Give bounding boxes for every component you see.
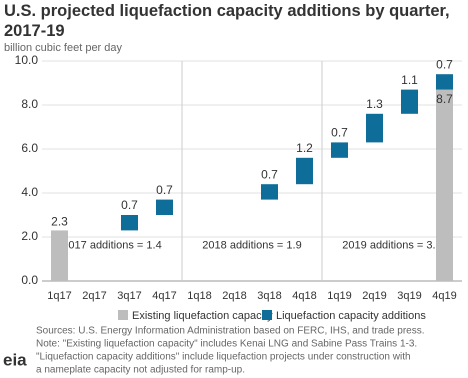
subtitle: billion cubic feet per day bbox=[4, 42, 123, 54]
bar bbox=[401, 89, 418, 114]
chart-title: U.S. projected liquefaction capacity add… bbox=[4, 2, 450, 40]
bar bbox=[436, 89, 453, 281]
data-label: 0.7 bbox=[331, 126, 348, 140]
data-label: 1.2 bbox=[296, 141, 313, 155]
x-tick-label: 3q18 bbox=[257, 290, 281, 302]
x-tick-label: 4q18 bbox=[292, 290, 316, 302]
logo: eia bbox=[3, 350, 27, 369]
annotation: 2017 additions = 1.4 bbox=[62, 240, 161, 252]
y-tick-label: 6.0 bbox=[21, 141, 38, 155]
bar bbox=[331, 142, 348, 158]
x-tick-label: 2q17 bbox=[82, 290, 106, 302]
source-note: "Liquefaction capacity additions" includ… bbox=[36, 352, 411, 363]
y-tick-label: 8.0 bbox=[21, 97, 38, 111]
source-note: a nameplate capacity not adjusted for ra… bbox=[36, 365, 245, 376]
x-tick-label: 2q18 bbox=[222, 290, 246, 302]
legend-label: Existing liquefaction capacity bbox=[132, 310, 273, 322]
y-tick-label: 2.0 bbox=[21, 229, 38, 243]
annotation: 2018 additions = 1.9 bbox=[202, 240, 301, 252]
bar bbox=[261, 184, 278, 200]
y-tick-label: 0.0 bbox=[21, 273, 38, 287]
bar bbox=[156, 199, 173, 215]
source-note: Note: "Existing liquefaction capacity" i… bbox=[36, 339, 417, 350]
data-label: 2.3 bbox=[51, 215, 68, 229]
data-label: 0.7 bbox=[121, 198, 138, 212]
data-label: 1.1 bbox=[401, 73, 418, 87]
bar bbox=[51, 230, 68, 281]
source-note: Sources: U.S. Energy Information Adminis… bbox=[36, 326, 425, 337]
bar bbox=[296, 157, 313, 185]
y-tick-label: 4.0 bbox=[21, 185, 38, 199]
data-label: 0.7 bbox=[436, 57, 453, 71]
bar bbox=[366, 113, 383, 143]
legend-label: Liquefaction capacity additions bbox=[276, 310, 426, 322]
y-tick-label: 10.0 bbox=[15, 53, 39, 67]
bar bbox=[121, 215, 138, 231]
data-label: 8.7 bbox=[436, 92, 453, 106]
x-tick-label: 1q19 bbox=[327, 290, 351, 302]
data-label: 0.7 bbox=[261, 167, 278, 181]
x-tick-label: 1q17 bbox=[47, 290, 71, 302]
annotation: 2019 additions = 3.8 bbox=[342, 240, 441, 252]
data-label: 1.3 bbox=[366, 97, 383, 111]
bar bbox=[436, 74, 453, 90]
legend-swatch bbox=[262, 310, 272, 320]
x-tick-label: 1q18 bbox=[187, 290, 211, 302]
x-tick-label: 3q17 bbox=[117, 290, 141, 302]
legend-swatch bbox=[118, 310, 128, 320]
x-tick-label: 4q19 bbox=[432, 290, 456, 302]
x-tick-label: 4q17 bbox=[152, 290, 176, 302]
x-tick-label: 2q19 bbox=[362, 290, 386, 302]
data-label: 0.7 bbox=[156, 183, 173, 197]
x-tick-label: 3q19 bbox=[397, 290, 421, 302]
